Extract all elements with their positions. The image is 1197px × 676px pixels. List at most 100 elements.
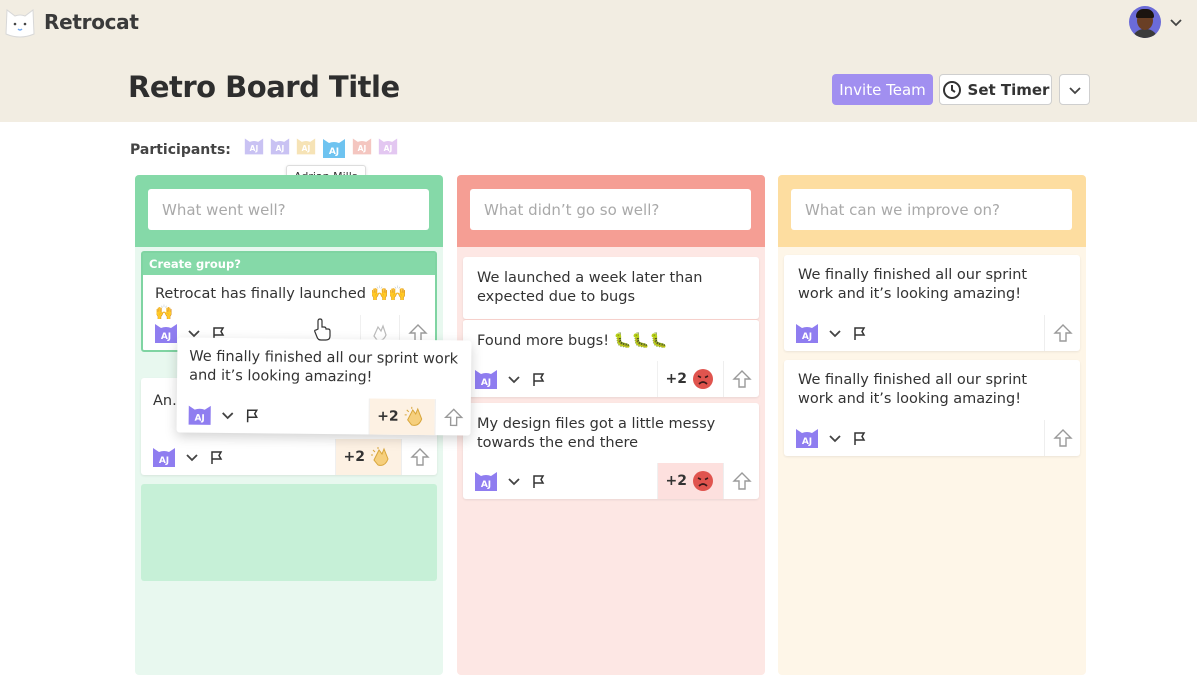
card-item[interactable]: We finally finished all our sprint work … (784, 360, 1080, 456)
user-avatar[interactable] (1129, 6, 1161, 38)
card-text: Found more bugs! 🐛🐛🐛 (477, 333, 668, 349)
upvote-button[interactable] (723, 463, 759, 499)
clap-reaction-icon (371, 447, 389, 466)
participant-avatar[interactable]: AJ (377, 136, 399, 164)
more-options-button[interactable] (1059, 74, 1090, 105)
invite-team-button[interactable]: Invite Team (832, 74, 933, 105)
flag-icon[interactable] (209, 450, 224, 465)
reaction-count-badge[interactable]: +2 (334, 439, 401, 475)
flag-icon[interactable] (531, 372, 546, 387)
chevron-down-icon[interactable] (1169, 15, 1183, 29)
improve-input[interactable] (791, 189, 1072, 230)
chevron-down-icon[interactable] (187, 326, 201, 340)
create-group-label[interactable]: Create group? (143, 253, 435, 275)
clock-icon (942, 80, 961, 99)
svg-text:AJ: AJ (802, 437, 812, 447)
svg-text:AJ: AJ (329, 147, 339, 157)
chevron-down-icon[interactable] (221, 408, 235, 422)
angry-face-icon (693, 369, 713, 389)
svg-text:AJ: AJ (194, 414, 204, 424)
reaction-count-badge[interactable]: +2 (368, 398, 435, 436)
upvote-button[interactable] (723, 361, 759, 397)
card-author-avatar[interactable]: AJ (473, 469, 499, 493)
dragging-card[interactable]: We finally finished all our sprint work … (176, 337, 472, 436)
angry-face-icon (693, 471, 713, 491)
upvote-button[interactable] (434, 399, 471, 436)
set-timer-button[interactable]: Set Timer (939, 74, 1052, 105)
cat-avatar-icon: AJ (378, 138, 398, 155)
card-item[interactable]: My design files got a little messy towar… (463, 403, 759, 499)
reaction-count-badge[interactable]: +2 (656, 361, 723, 397)
flag-icon[interactable] (531, 474, 546, 489)
card-text: We finally finished all our sprint work … (798, 267, 1028, 302)
card-author-avatar[interactable]: AJ (187, 403, 213, 427)
cat-logo-icon (5, 9, 35, 38)
flag-icon[interactable] (245, 408, 260, 423)
card-text: Retrocat has finally launched 🙌🙌🙌 (155, 286, 407, 321)
participants-label: Participants: (130, 142, 231, 158)
upvote-button[interactable] (1044, 315, 1080, 351)
card-footer: AJ +2 (463, 463, 759, 499)
card-footer: AJ +2 (177, 396, 471, 436)
cat-avatar-icon: AJ (153, 448, 175, 467)
flag-icon[interactable] (211, 326, 226, 341)
group-card[interactable]: Create group? Retrocat has finally launc… (141, 251, 437, 352)
column-header (778, 175, 1086, 247)
user-menu[interactable] (1129, 6, 1183, 38)
card-author-avatar[interactable]: AJ (794, 321, 820, 345)
card-item[interactable]: Found more bugs! 🐛🐛🐛 AJ +2 (463, 319, 759, 397)
card-text: An... Ku... (153, 393, 181, 409)
reactions (1044, 420, 1080, 456)
reaction-count: +2 (343, 449, 365, 465)
participant-avatars: AJ AJ AJ AJ AJ AJ (243, 136, 399, 164)
card-text: We finally finished all our sprint work … (798, 372, 1028, 407)
chevron-down-icon[interactable] (507, 372, 521, 386)
flag-icon[interactable] (852, 431, 867, 446)
card-author-avatar[interactable]: AJ (153, 321, 179, 345)
chevron-down-icon[interactable] (828, 431, 842, 445)
drop-placeholder (141, 484, 437, 581)
card-footer: AJ (784, 315, 1080, 351)
upvote-button[interactable] (1044, 420, 1080, 456)
app-logo[interactable]: Retrocat (2, 4, 139, 40)
not-well-input[interactable] (470, 189, 751, 230)
reaction-count: +2 (665, 371, 687, 387)
column-header (135, 175, 443, 247)
chevron-down-icon[interactable] (507, 474, 521, 488)
app-name: Retrocat (44, 10, 139, 34)
participant-avatar[interactable]: AJ (351, 136, 373, 164)
upvote-arrow-icon (731, 370, 752, 388)
cat-avatar-icon: AJ (296, 138, 316, 155)
svg-text:AJ: AJ (481, 480, 491, 490)
reaction-count-badge[interactable]: +2 (656, 463, 723, 499)
reactions: +2 (656, 463, 759, 499)
participant-avatar[interactable]: AJ (295, 136, 317, 164)
card-author-avatar[interactable]: AJ (473, 367, 499, 391)
participant-avatar[interactable]: AJ (269, 136, 291, 164)
upvote-arrow-icon (731, 472, 752, 490)
reactions: +2 (334, 439, 437, 475)
cat-avatar-icon: AJ (796, 429, 818, 448)
upvote-button[interactable] (401, 439, 437, 475)
went-well-input[interactable] (148, 189, 429, 230)
cat-avatar-icon: AJ (322, 139, 345, 158)
card-author-avatar[interactable]: AJ (794, 426, 820, 450)
card-item[interactable]: We finally finished all our sprint work … (784, 255, 1080, 351)
svg-text:AJ: AJ (302, 144, 311, 153)
participant-avatar[interactable]: AJ (243, 136, 265, 164)
cat-avatar-icon: AJ (155, 324, 177, 343)
chevron-down-icon[interactable] (185, 450, 199, 464)
svg-text:AJ: AJ (802, 332, 812, 342)
chevron-down-icon[interactable] (828, 326, 842, 340)
card-item[interactable]: We launched a week later than expected d… (463, 257, 759, 319)
svg-text:AJ: AJ (159, 456, 169, 466)
flag-icon[interactable] (852, 326, 867, 341)
upvote-arrow-icon (409, 448, 430, 466)
participant-avatar[interactable]: AJ (321, 136, 347, 164)
upvote-arrow-icon (1052, 324, 1073, 342)
card-author-avatar[interactable]: AJ (151, 445, 177, 469)
reactions: +2 (656, 361, 759, 397)
card-footer: AJ +2 (463, 361, 759, 397)
cat-avatar-icon: AJ (475, 370, 497, 389)
cat-avatar-icon: AJ (796, 324, 818, 343)
